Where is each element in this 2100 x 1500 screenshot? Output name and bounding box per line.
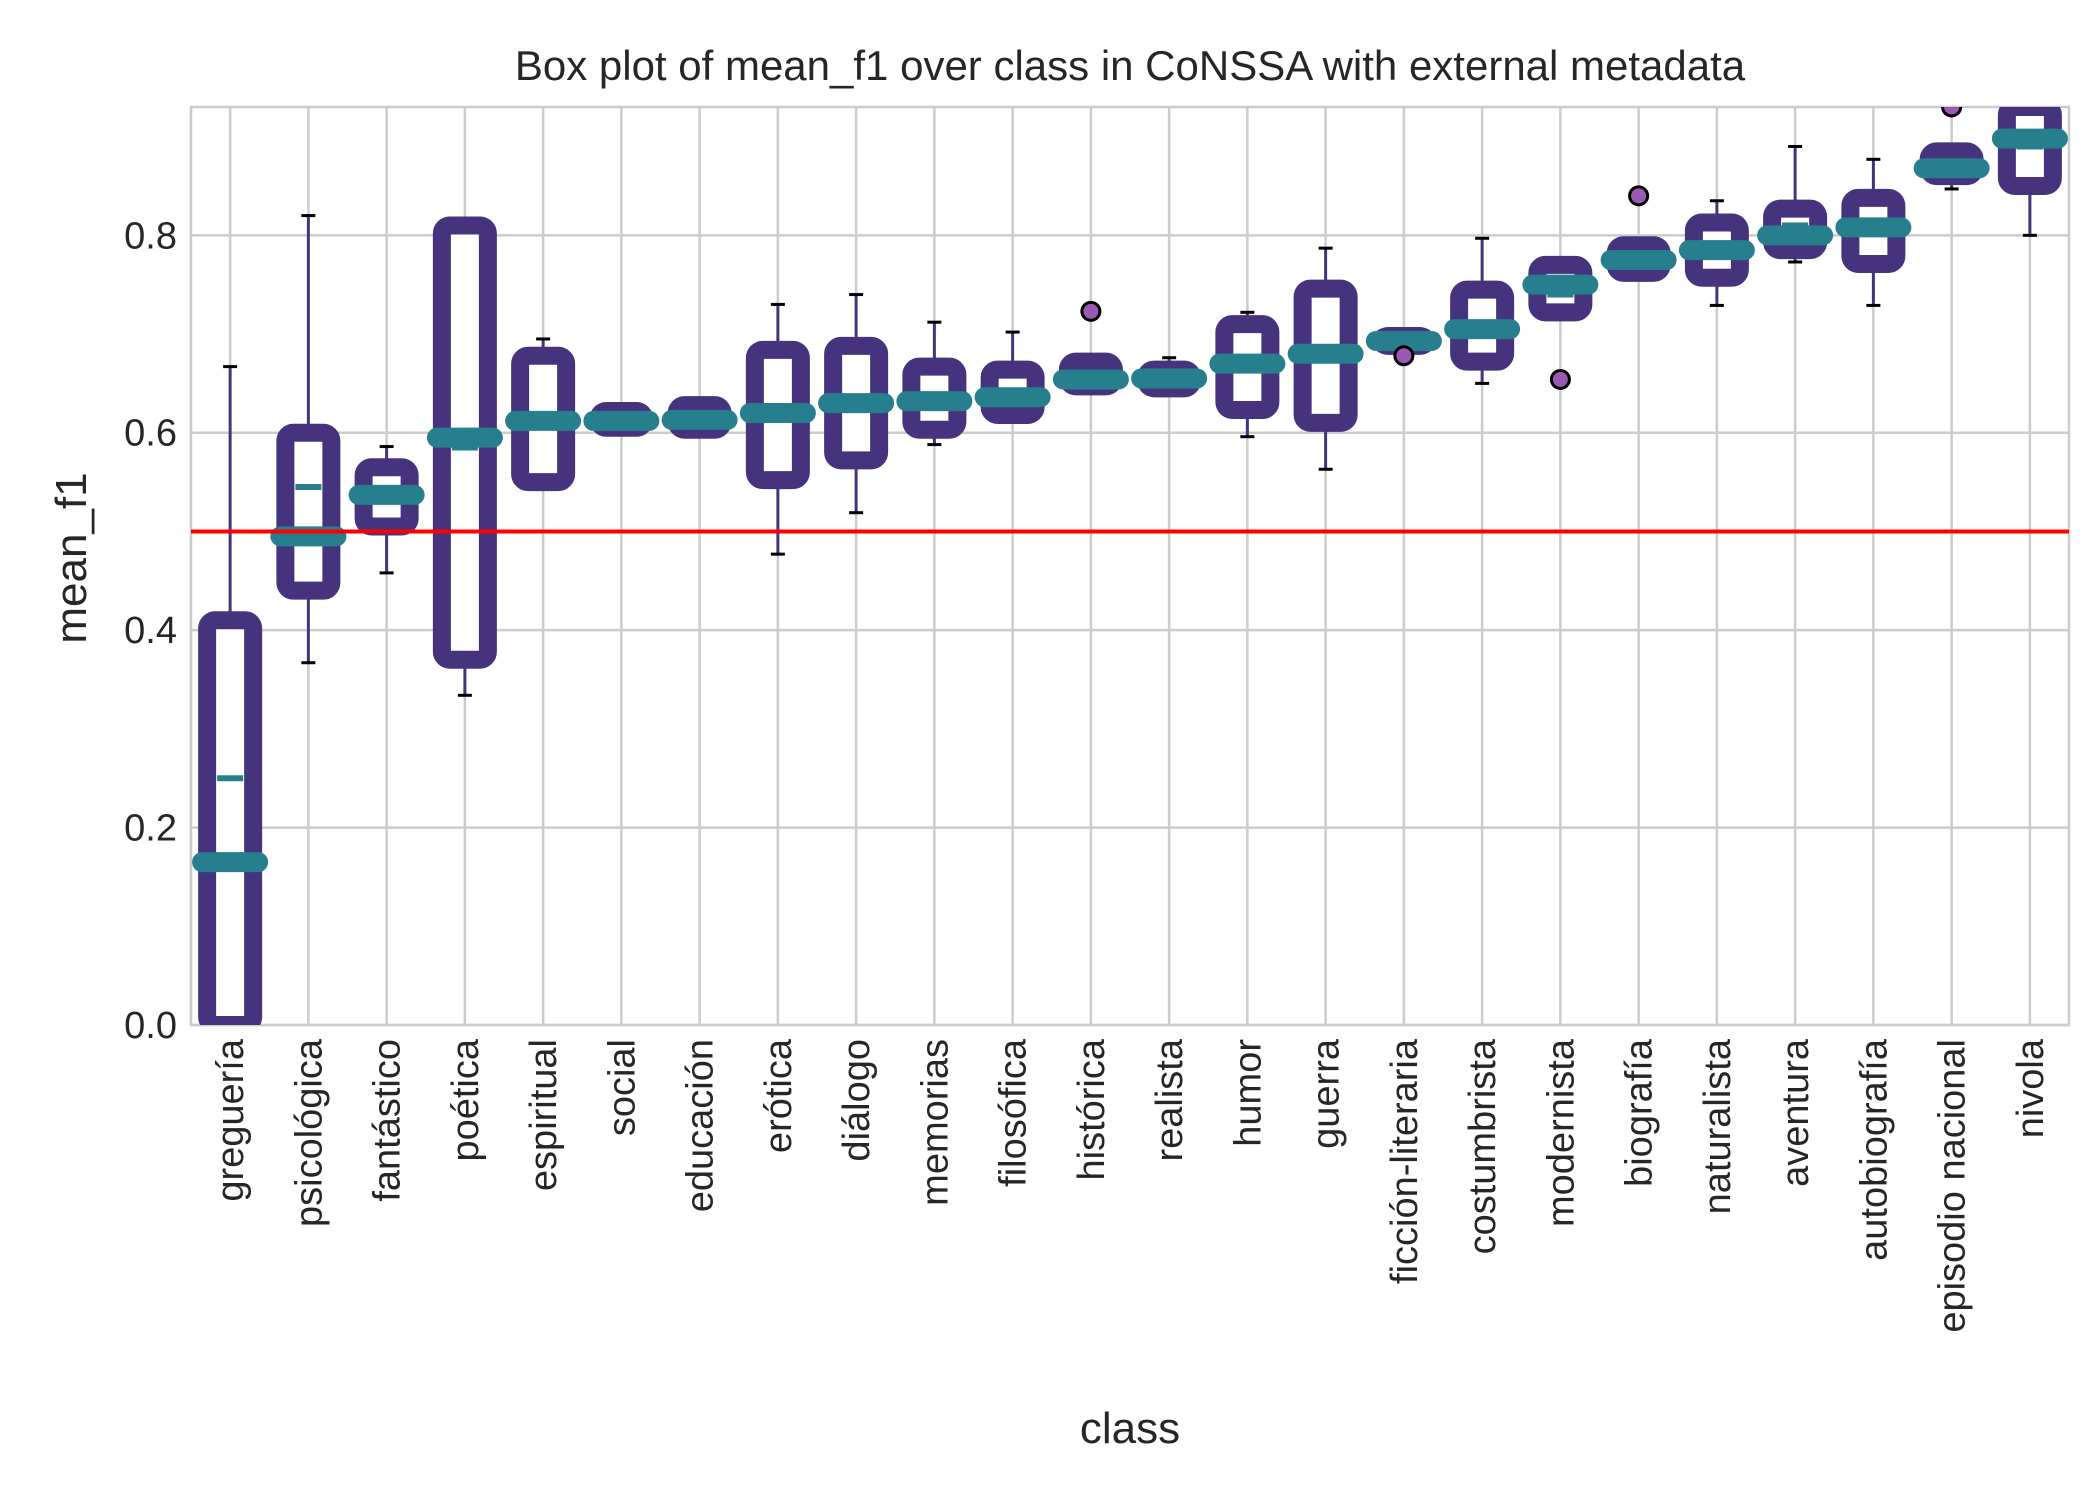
plot-frame: [189, 105, 2071, 1027]
x-tick-label: diálogo: [836, 1039, 878, 1162]
x-tick-label: memorias: [914, 1039, 956, 1206]
box-episodio nacional: [1913, 107, 1990, 191]
box-poética: [426, 216, 503, 697]
outlier-point: [1080, 300, 1102, 322]
y-tick-labels: 0.0 0.2 0.4 0.6 0.8: [124, 215, 177, 1047]
box-social: [583, 402, 660, 437]
x-tick-label: nivola: [2010, 1038, 2052, 1138]
box-espiritual: [505, 337, 582, 492]
box-costumbrista: [1444, 236, 1521, 385]
x-tick-label: greguería: [210, 1038, 252, 1202]
box-greguería: [192, 365, 269, 1025]
box-nivola: [1991, 107, 2068, 237]
box-filosófica: [974, 330, 1051, 424]
x-tick-label: guerra: [1306, 1038, 1348, 1149]
box-erótica: [739, 302, 816, 556]
box-diálogo: [818, 293, 895, 515]
x-tick-label: poética: [445, 1038, 487, 1161]
box-modernista: [1522, 255, 1599, 390]
x-tick-labels: greguería psicológica fantástico poética esp…: [210, 1038, 2052, 1333]
y-tick-label: 0.2: [124, 808, 177, 850]
x-axis-label: class: [1080, 1404, 1180, 1453]
y-axis-label: mean_f1: [47, 472, 96, 643]
x-tick-label: biografía: [1619, 1038, 1661, 1187]
box-educación: [661, 396, 738, 439]
iqr-box: [276, 423, 341, 600]
x-tick-label: humor: [1227, 1039, 1269, 1147]
outlier-point: [1941, 107, 1963, 118]
box-biografía: [1600, 185, 1677, 282]
box-guerra: [1287, 246, 1364, 471]
x-tick-label: filosófica: [993, 1038, 1035, 1187]
y-tick-label: 0.4: [124, 610, 177, 652]
plot-layer: [192, 107, 2068, 1025]
box-humor: [1209, 310, 1286, 439]
box-ficción-literaria: [1365, 327, 1442, 367]
box-psicológica: [270, 214, 347, 665]
outlier-point: [1549, 368, 1571, 390]
box-memorias: [896, 320, 973, 447]
chart-title: Box plot of mean_f1 over class in CoNSSA…: [515, 42, 1746, 89]
box-fantástico: [348, 445, 425, 575]
x-tick-label: modernista: [1540, 1038, 1582, 1227]
y-tick-label: 0.8: [124, 215, 177, 257]
x-tick-label: social: [601, 1039, 643, 1136]
x-tick-label: ficción-literaria: [1384, 1038, 1426, 1284]
box-aventura: [1757, 144, 1834, 264]
x-tick-label: fantástico: [367, 1039, 409, 1202]
x-tick-label: naturalista: [1697, 1038, 1739, 1214]
box-histórica: [1052, 300, 1129, 396]
x-tick-label: educación: [680, 1039, 722, 1212]
x-tick-label: realista: [1149, 1038, 1191, 1161]
x-tick-label: autobiografía: [1853, 1038, 1895, 1261]
x-tick-label: psicológica: [288, 1038, 330, 1227]
box-naturalista: [1678, 199, 1755, 307]
y-tick-label: 0.0: [124, 1005, 177, 1047]
x-tick-label: costumbrista: [1462, 1038, 1504, 1254]
iqr-box: [198, 611, 263, 1025]
x-tick-label: histórica: [1071, 1038, 1113, 1180]
y-tick-label: 0.6: [124, 413, 177, 455]
x-tick-label: erótica: [758, 1038, 800, 1153]
x-tick-label: aventura: [1775, 1038, 1817, 1187]
box-realista: [1131, 356, 1208, 398]
x-tick-label: episodio nacional: [1932, 1039, 1974, 1333]
box-autobiografía: [1835, 157, 1912, 307]
x-tick-label: espiritual: [523, 1039, 565, 1191]
outlier-point: [1393, 345, 1415, 367]
outlier-point: [1628, 185, 1650, 207]
